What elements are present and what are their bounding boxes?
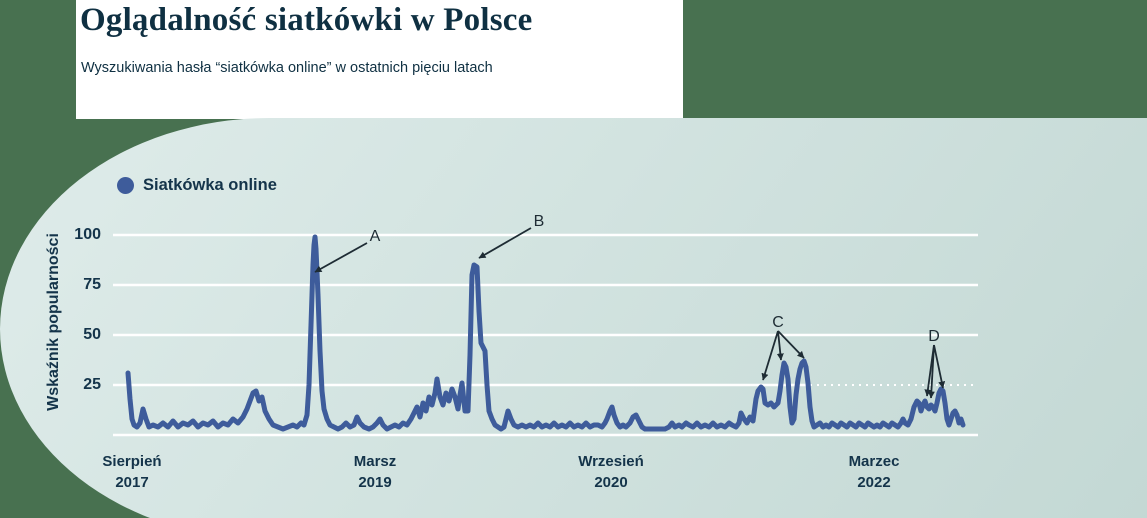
annotation-arrow-d-3 xyxy=(933,344,946,389)
annotation-arrow-b-1 xyxy=(478,227,532,259)
series-line-siatkowka-online xyxy=(125,234,966,432)
annotation-label-b: B xyxy=(534,213,545,230)
legend-series-dot-icon xyxy=(117,177,134,194)
annotation-arrow-a-1 xyxy=(314,242,368,273)
x-label-month-0: Sierpień xyxy=(102,453,162,470)
x-label-year-3: 2022 xyxy=(857,474,891,491)
annotation-label-c: C xyxy=(772,314,784,331)
popularity-line-chart: A B C D xyxy=(113,213,978,437)
page-subtitle: Wyszukiwania hasła “siatkówka online” w … xyxy=(81,60,493,76)
y-tick-100: 100 xyxy=(74,226,101,243)
annotation-label-a: A xyxy=(370,228,381,245)
x-label-year-2: 2020 xyxy=(594,474,628,491)
chart-legend: Siatkówka online xyxy=(117,176,277,195)
y-tick-75: 75 xyxy=(83,276,101,293)
x-label-year-0: 2017 xyxy=(115,474,149,491)
chart-panel xyxy=(0,118,1147,518)
x-label-month-1: Marsz xyxy=(353,453,397,470)
annotation-arrow-c-2 xyxy=(776,330,784,361)
x-label-month-2: Wrzesień xyxy=(578,453,644,470)
annotation-arrow-c-3 xyxy=(777,330,805,359)
annotation-label-d: D xyxy=(928,328,940,345)
annotation-arrow-d-2 xyxy=(927,344,935,399)
y-tick-50: 50 xyxy=(83,326,101,343)
header-background: Oglądalność siatkówki w Polsce Wyszukiwa… xyxy=(76,0,683,119)
page-title: Oglądalność siatkówki w Polsce xyxy=(80,2,533,38)
legend-series-label: Siatkówka online xyxy=(143,176,277,194)
annotation-arrow-c-1 xyxy=(761,330,779,381)
x-label-month-3: Marzec xyxy=(848,453,900,470)
y-tick-25: 25 xyxy=(83,376,101,393)
x-label-year-1: 2019 xyxy=(358,474,392,491)
